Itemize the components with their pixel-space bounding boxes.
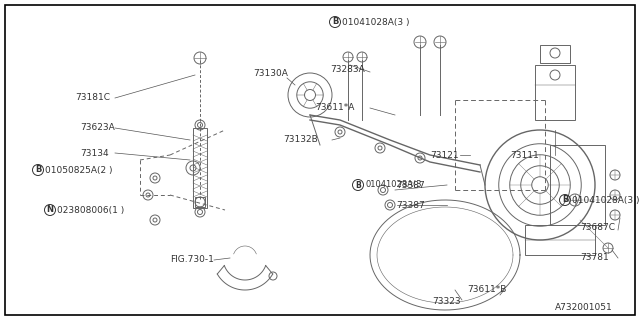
Text: 73781: 73781 [580,253,609,262]
Text: B: B [35,165,41,174]
Text: B: B [562,196,568,204]
Text: 01041028A(3 ): 01041028A(3 ) [342,18,410,27]
Text: A732001051: A732001051 [555,303,612,313]
Text: 73387: 73387 [396,201,425,210]
Text: 01050825A(2 ): 01050825A(2 ) [45,165,113,174]
Bar [550,145,605,225]
Bar [195,197,205,207]
Text: 73611*A: 73611*A [315,103,355,113]
Text: 73111: 73111 [510,150,539,159]
Bar [193,128,207,208]
Text: 73181C: 73181C [75,93,110,102]
Text: B: B [332,18,338,27]
Text: 73130A: 73130A [253,68,288,77]
Text: B: B [355,180,361,189]
Text: N: N [47,205,54,214]
Text: 73121: 73121 [430,150,459,159]
Bar [525,225,595,255]
Bar [540,45,570,63]
Text: 73687C: 73687C [580,223,615,233]
Bar [535,65,575,120]
Text: 01041028A(3: 01041028A(3 [365,180,422,189]
Text: FIG.730-1: FIG.730-1 [170,255,214,265]
Text: 73323: 73323 [432,298,461,307]
Text: 73611*B: 73611*B [467,285,506,294]
Text: 73134: 73134 [80,148,109,157]
Text: 023808006(1 ): 023808006(1 ) [57,205,124,214]
Text: 73623A: 73623A [80,124,115,132]
Text: 01041028A(3 ): 01041028A(3 ) [572,196,639,204]
Text: 73283A: 73283A [330,66,365,75]
Text: 73387: 73387 [396,180,425,189]
Text: 73132B: 73132B [283,135,317,145]
